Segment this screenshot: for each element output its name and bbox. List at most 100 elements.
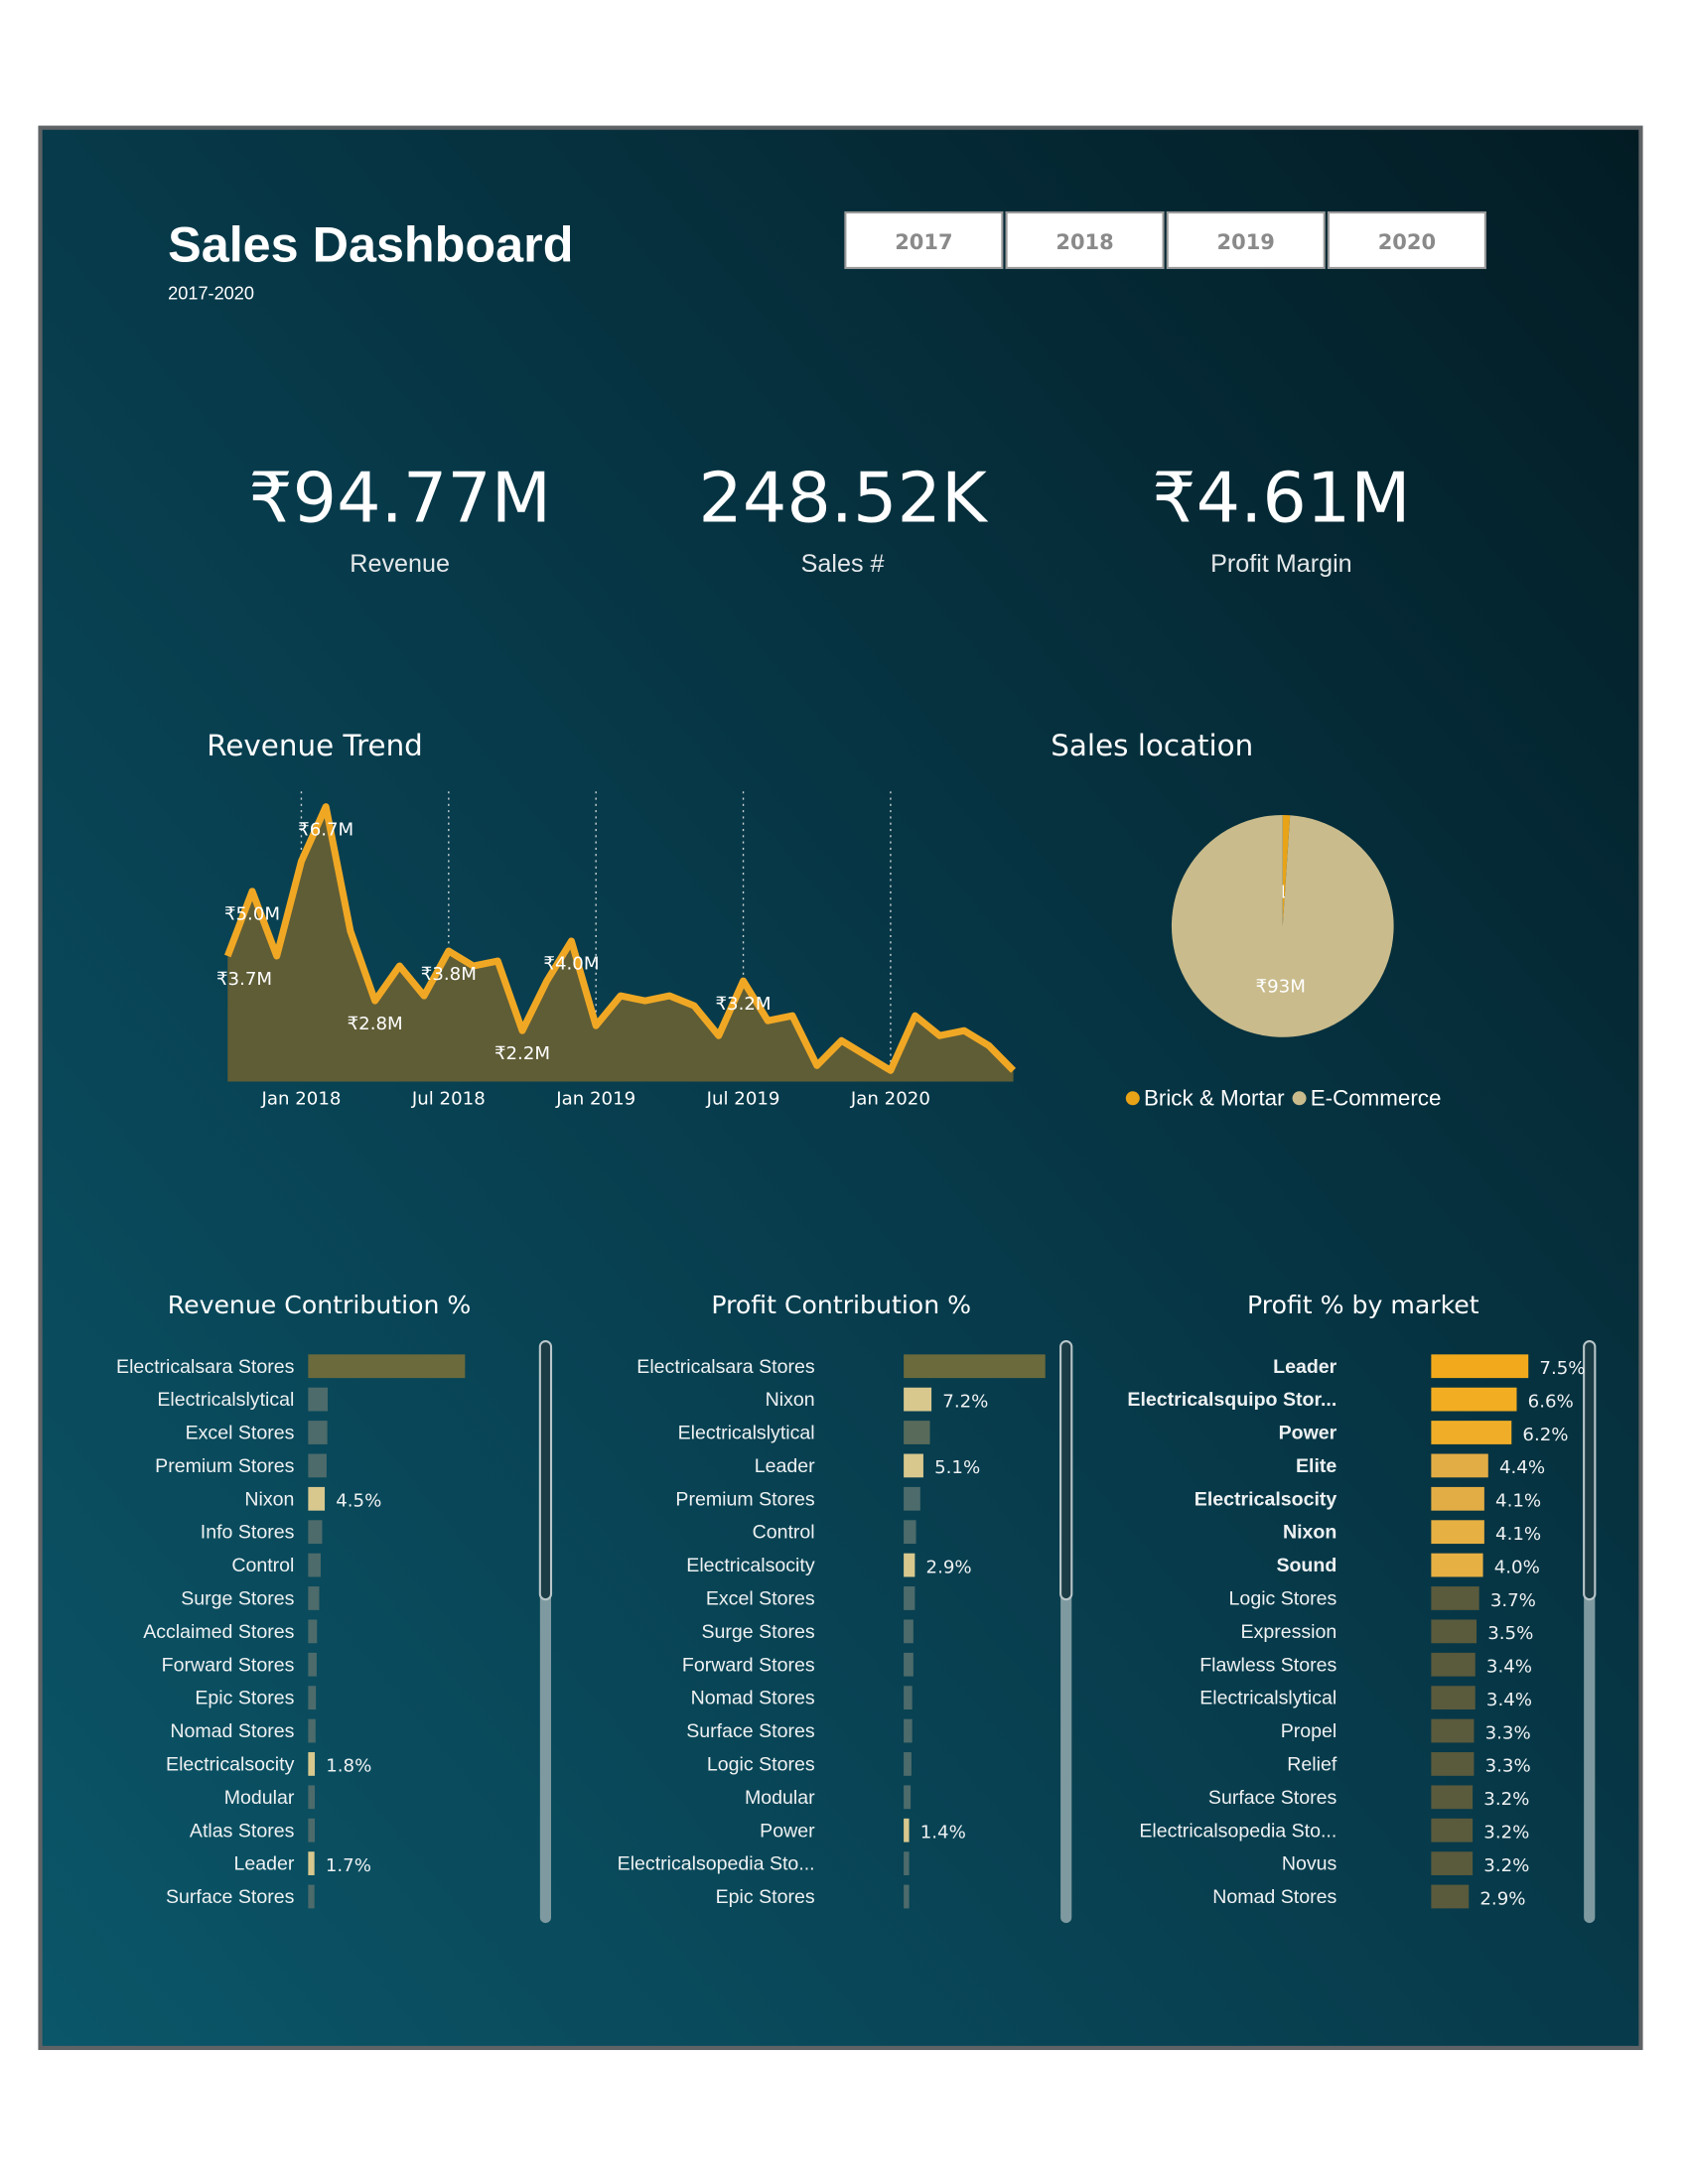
category-label: Nomad Stores xyxy=(170,1720,294,1742)
category-label: Nixon xyxy=(766,1389,815,1411)
year-button-box[interactable] xyxy=(1327,210,1486,269)
year-button[interactable]: 2017 xyxy=(844,210,1004,269)
category-label: Nixon xyxy=(1283,1522,1336,1544)
dashboard-panel xyxy=(38,125,1643,2051)
category-label: Leader xyxy=(233,1853,294,1875)
chart-title: Revenue Contribution % xyxy=(168,1291,472,1319)
bar xyxy=(1431,1785,1474,1810)
scrollbar-thumb xyxy=(1059,1340,1073,1601)
bar xyxy=(904,1586,915,1610)
year-button-label[interactable]: 2017 xyxy=(895,230,952,254)
data-label: 5.1% xyxy=(934,1457,980,1478)
category-label: Nixon xyxy=(244,1488,294,1510)
bar xyxy=(904,1553,915,1577)
bar xyxy=(308,1718,316,1743)
dashboard-subtitle: 2017-2020 xyxy=(168,283,254,303)
category-label: Electricalsocity xyxy=(166,1753,295,1775)
bar xyxy=(904,1718,913,1743)
bar xyxy=(1431,1387,1517,1412)
bar xyxy=(308,1884,315,1909)
bar xyxy=(904,1686,913,1710)
kpi-label: Sales # xyxy=(801,550,885,578)
bar xyxy=(308,1421,328,1444)
category-label: Flawless Stores xyxy=(1199,1654,1336,1676)
scrollbar-thumb xyxy=(538,1340,553,1601)
category-label: Electricalsquipo Stor... xyxy=(1127,1389,1336,1411)
bar xyxy=(904,1785,912,1810)
bar xyxy=(904,1421,930,1444)
data-label: 3.5% xyxy=(1487,1623,1533,1644)
category-label: Forward Stores xyxy=(162,1654,295,1676)
kpi-value: ₹4.61M xyxy=(1152,458,1410,538)
category-label: Elite xyxy=(1296,1455,1336,1477)
bar xyxy=(1431,1718,1475,1743)
data-label: 1.8% xyxy=(326,1756,371,1777)
pie-slice xyxy=(1282,814,1291,926)
bar xyxy=(308,1818,316,1843)
bar xyxy=(1431,1486,1484,1511)
data-label: 3.2% xyxy=(1483,1789,1529,1810)
data-label: 3.2% xyxy=(1483,1823,1529,1843)
category-label: Surge Stores xyxy=(701,1621,814,1643)
data-label: 1.7% xyxy=(326,1855,371,1876)
category-label: Electricalsopedia Sto... xyxy=(1139,1820,1336,1842)
data-label: 3.3% xyxy=(1485,1722,1531,1743)
year-button-label[interactable]: 2018 xyxy=(1055,230,1113,254)
dashboard-title: Sales Dashboard xyxy=(168,216,573,273)
bar xyxy=(1431,1752,1475,1776)
year-button[interactable]: 2020 xyxy=(1327,210,1486,269)
category-label: Sound xyxy=(1276,1555,1336,1576)
category-label: Atlas Stores xyxy=(190,1820,295,1842)
year-button-box[interactable] xyxy=(1005,210,1165,269)
category-label: Relief xyxy=(1287,1753,1337,1775)
data-label: 4.1% xyxy=(1495,1524,1541,1545)
chart-title: Profit % by market xyxy=(1247,1291,1479,1319)
kpi-label: Revenue xyxy=(350,550,450,578)
category-label: Electricalslytical xyxy=(157,1389,294,1411)
category-label: Modular xyxy=(745,1787,815,1809)
bar xyxy=(1431,1619,1477,1644)
bar xyxy=(904,1652,914,1677)
bar xyxy=(308,1553,321,1577)
bar xyxy=(308,1520,323,1545)
category-label: Premium Stores xyxy=(155,1455,294,1477)
bar xyxy=(1431,1818,1474,1843)
bar xyxy=(308,1851,315,1875)
legend-label: E-Commerce xyxy=(1311,1086,1442,1111)
chart-title: Sales location xyxy=(1051,729,1253,762)
bar xyxy=(904,1851,910,1875)
bar xyxy=(308,1752,316,1776)
year-button[interactable]: 2019 xyxy=(1166,210,1326,269)
bar xyxy=(308,1586,320,1610)
x-tick-label: Jul 2019 xyxy=(706,1089,780,1110)
year-button[interactable]: 2018 xyxy=(1005,210,1165,269)
category-label: Surge Stores xyxy=(181,1588,294,1610)
data-label: 6.2% xyxy=(1522,1425,1568,1445)
data-label: ₹93M xyxy=(1256,976,1306,997)
data-label: ₹2.2M xyxy=(494,1043,550,1064)
area xyxy=(227,806,1014,1082)
year-button-box[interactable] xyxy=(1166,210,1326,269)
category-label: Forward Stores xyxy=(682,1654,815,1676)
category-label: Electricalsara Stores xyxy=(636,1356,815,1378)
data-label: 6.6% xyxy=(1528,1391,1574,1412)
bar xyxy=(1431,1686,1476,1710)
year-button-box[interactable] xyxy=(844,210,1004,269)
x-tick-label: Jan 2018 xyxy=(260,1089,341,1110)
category-label: Premium Stores xyxy=(675,1488,814,1510)
category-label: Nomad Stores xyxy=(1212,1886,1336,1908)
category-label: Expression xyxy=(1241,1621,1337,1643)
kpi-value: 248.52K xyxy=(698,458,989,538)
year-button-label[interactable]: 2019 xyxy=(1217,230,1275,254)
category-label: Electricalsocity xyxy=(686,1555,815,1576)
legend-label: Brick & Mortar xyxy=(1144,1086,1285,1111)
category-label: Acclaimed Stores xyxy=(143,1621,294,1643)
data-label: ₹6.7M xyxy=(298,819,353,840)
year-button-label[interactable]: 2020 xyxy=(1378,230,1436,254)
x-tick-label: Jan 2020 xyxy=(850,1089,930,1110)
data-label: ₹3.7M xyxy=(216,969,272,990)
chart-title: Revenue Trend xyxy=(207,729,423,762)
bar xyxy=(1431,1354,1529,1379)
bar xyxy=(904,1884,910,1909)
category-label: Epic Stores xyxy=(716,1886,815,1908)
